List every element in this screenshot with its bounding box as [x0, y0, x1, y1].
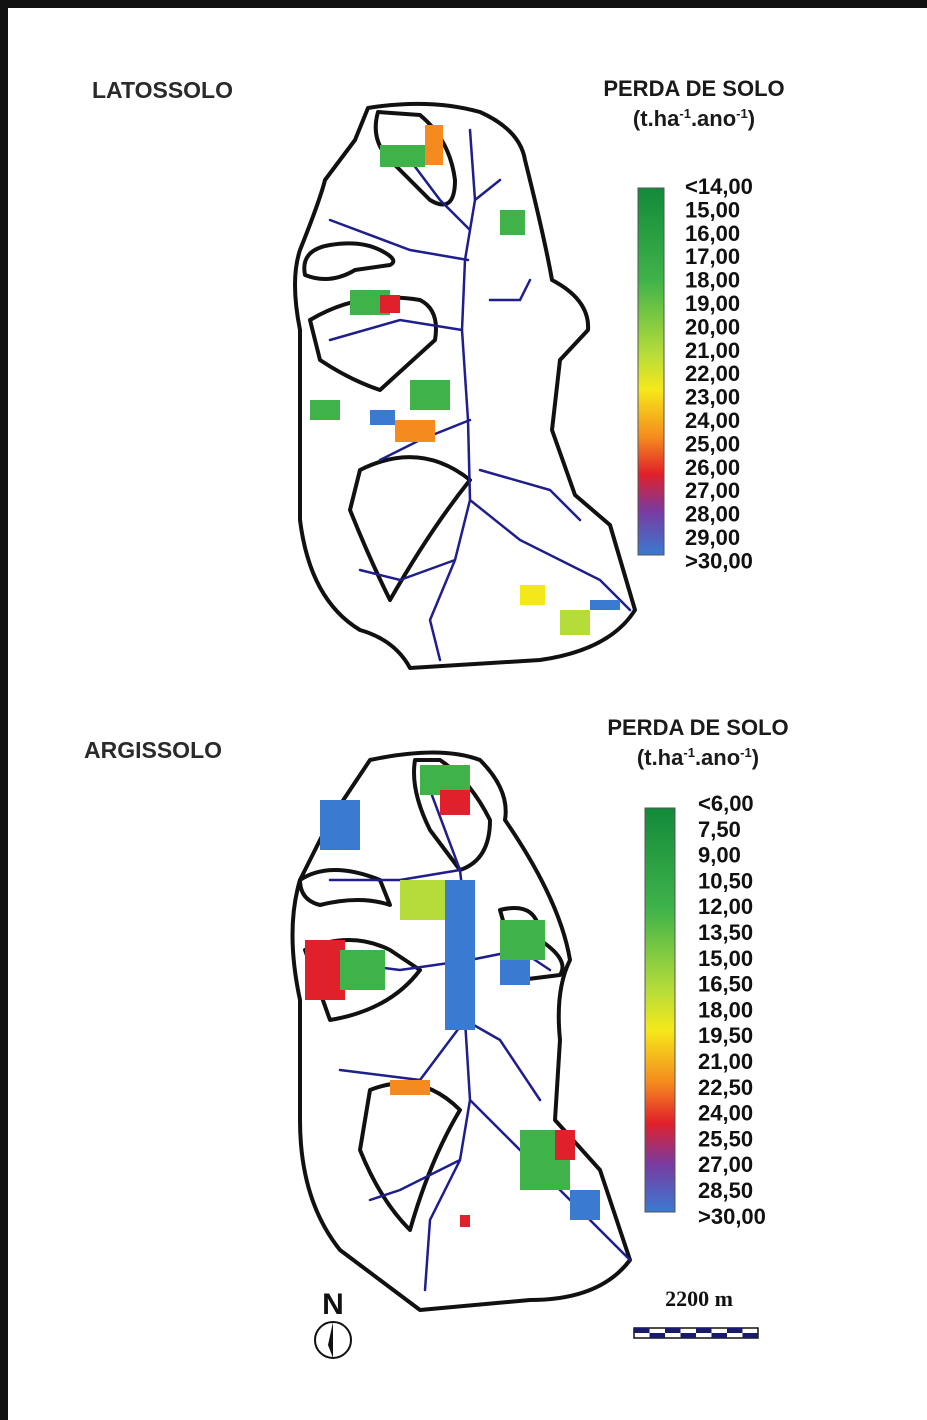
unit-sup: -1: [740, 745, 752, 760]
legend-label: 26,00: [685, 455, 740, 480]
scale-segment: [727, 1328, 743, 1333]
unit-sup: -1: [736, 106, 748, 121]
scale-segment: [696, 1328, 712, 1333]
legend-ramp: [645, 808, 675, 1212]
scale-segment: [712, 1333, 728, 1338]
legend-label: 22,50: [698, 1075, 753, 1100]
scale-segment: [665, 1328, 681, 1333]
legend-label: 21,00: [685, 338, 740, 363]
legend-label: 16,50: [698, 972, 753, 997]
legend-label: 22,00: [685, 361, 740, 386]
background: [0, 0, 927, 1420]
legend-label: 7,50: [698, 817, 741, 842]
legend-label: 15,00: [698, 946, 753, 971]
unit-part: .ano: [691, 106, 736, 131]
legend-label: 16,00: [685, 221, 740, 246]
scale-segment: [634, 1328, 650, 1333]
legend-label: 27,00: [698, 1152, 753, 1177]
legend-label: 18,00: [685, 268, 740, 293]
legend-label: >30,00: [685, 548, 753, 573]
panel-title: ARGISSOLO: [84, 737, 222, 763]
map-figure: LATOSSOLO PERDA DE SOLO (t.ha-1.ano-1) A…: [0, 0, 927, 1420]
legend-label: 25,00: [685, 431, 740, 456]
legend-label: <14,00: [685, 174, 753, 199]
legend-title: PERDA DE SOLO: [603, 76, 784, 101]
legend-label: 21,00: [698, 1049, 753, 1074]
legend-label: 13,50: [698, 920, 753, 945]
legend-label: >30,00: [698, 1204, 766, 1229]
scale-label: 2200 m: [665, 1286, 733, 1311]
scale-segment: [650, 1333, 666, 1338]
legend-label: <6,00: [698, 791, 754, 816]
legend-label: 17,00: [685, 244, 740, 269]
panel-title: LATOSSOLO: [92, 77, 233, 103]
legend-label: 10,50: [698, 868, 753, 893]
legend-ramp: [638, 188, 664, 555]
legend-label: 18,00: [698, 997, 753, 1022]
legend-label: 12,00: [698, 894, 753, 919]
north-label: N: [322, 1288, 344, 1321]
legend-label: 28,00: [685, 502, 740, 527]
legend-label: 25,50: [698, 1126, 753, 1151]
unit-part: ): [752, 745, 759, 770]
scale-bar: [634, 1328, 758, 1338]
unit-sup: -1: [679, 106, 691, 121]
legend-label: 24,00: [698, 1101, 753, 1126]
legend-label: 27,00: [685, 478, 740, 503]
scale-segment: [743, 1333, 759, 1338]
legend-label: 28,50: [698, 1178, 753, 1203]
legend-label: 19,50: [698, 1023, 753, 1048]
legend-label: 19,00: [685, 291, 740, 316]
legend-label: 9,00: [698, 843, 741, 868]
unit-part: (t.ha: [633, 106, 680, 131]
legend-label: 23,00: [685, 385, 740, 410]
legend-label: 29,00: [685, 525, 740, 550]
legend-title: PERDA DE SOLO: [607, 715, 788, 740]
scale-segment: [681, 1333, 697, 1338]
legend-label: 15,00: [685, 197, 740, 222]
legend-label: 20,00: [685, 314, 740, 339]
legend-label: 24,00: [685, 408, 740, 433]
unit-part: .ano: [695, 745, 740, 770]
unit-sup: -1: [683, 745, 695, 760]
unit-part: (t.ha: [637, 745, 684, 770]
unit-part: ): [748, 106, 755, 131]
